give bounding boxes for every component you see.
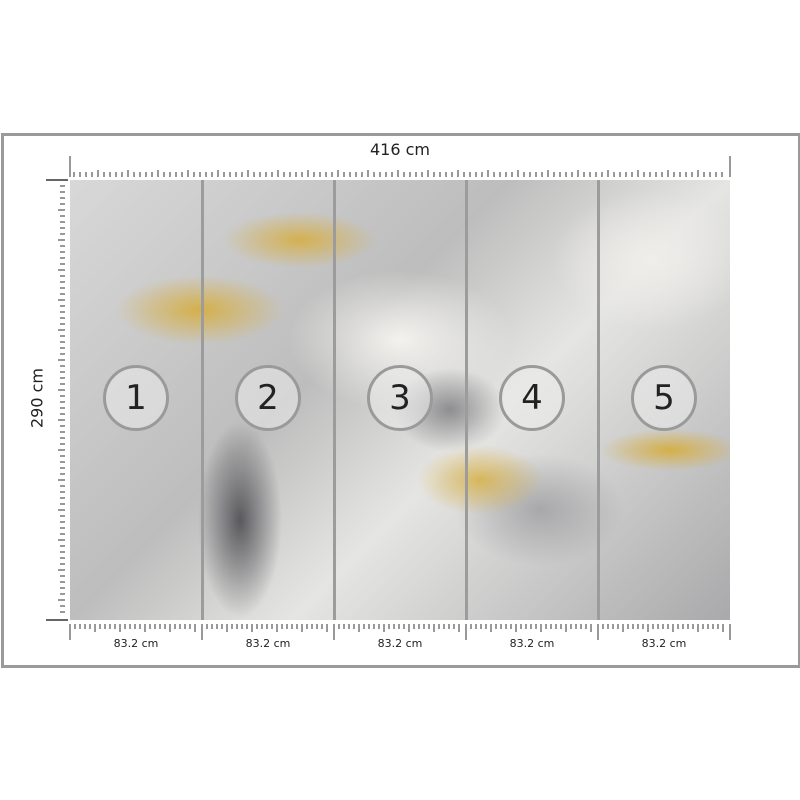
width-label: 416 cm — [369, 140, 430, 159]
panel-divider — [201, 180, 204, 620]
panel-width-label-1: 83.2 cm — [113, 637, 159, 650]
panel-width-label-4: 83.2 cm — [509, 637, 555, 650]
panel-width-label-2: 83.2 cm — [245, 637, 291, 650]
panel-divider — [597, 180, 600, 620]
panel-divider — [333, 180, 336, 620]
panel-number-1: 1 — [103, 365, 169, 431]
panel-number-2: 2 — [235, 365, 301, 431]
marble-mural-image: 1 2 3 4 5 — [70, 180, 730, 620]
panel-number-5: 5 — [631, 365, 697, 431]
panel-number-4: 4 — [499, 365, 565, 431]
panel-width-label-3: 83.2 cm — [377, 637, 423, 650]
panel-number-3: 3 — [367, 365, 433, 431]
panel-divider — [465, 180, 468, 620]
panel-width-label-5: 83.2 cm — [641, 637, 687, 650]
